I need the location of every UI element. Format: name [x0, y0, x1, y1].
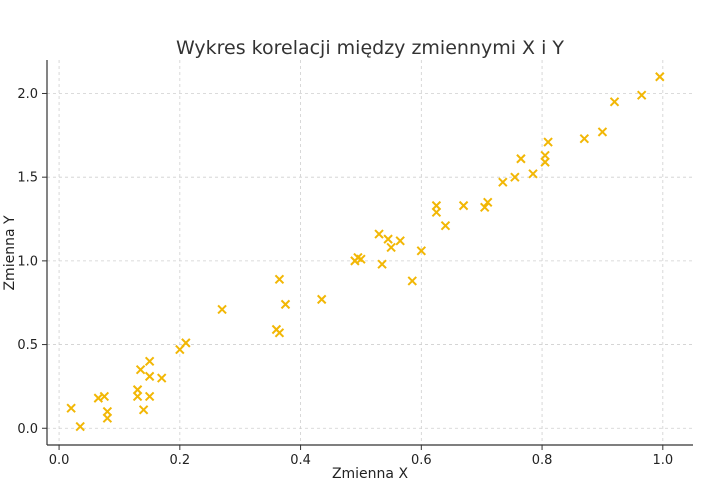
data-point — [377, 259, 387, 269]
y-tick-label: 2.0 — [17, 87, 38, 102]
grid — [47, 60, 693, 445]
chart-title: Wykres korelacji między zmiennymi X i Y — [176, 37, 564, 59]
y-tick-label: 1.5 — [17, 171, 38, 186]
data-point — [157, 373, 167, 383]
data-point — [356, 254, 366, 264]
data-point — [280, 299, 291, 310]
y-tick-label: 0.5 — [17, 338, 38, 353]
y-axis-label: Zmienna Y — [2, 215, 18, 291]
x-axis-label: Zmienna X — [332, 466, 409, 482]
data-point — [498, 177, 508, 187]
data-point — [655, 72, 665, 82]
data-point — [407, 276, 417, 286]
data-point — [274, 274, 285, 284]
data-point — [483, 197, 493, 207]
y-tick-label: 0.0 — [17, 422, 38, 437]
axes — [46, 60, 693, 446]
data-point — [431, 207, 442, 218]
data-point — [138, 405, 149, 415]
x-tick-label: 0.0 — [49, 453, 70, 468]
data-point — [217, 304, 227, 315]
data-point — [458, 200, 469, 211]
x-tick-label: 0.4 — [290, 453, 311, 468]
data-point — [386, 242, 396, 253]
data-point — [383, 234, 393, 244]
data-point — [528, 169, 538, 179]
data-point — [510, 172, 520, 182]
data-point — [597, 127, 608, 137]
data-point — [636, 90, 647, 100]
data-point — [181, 338, 191, 348]
x-tick-label: 0.2 — [169, 453, 190, 468]
data-point — [99, 391, 110, 402]
data-points — [66, 72, 665, 432]
x-tick-label: 0.8 — [532, 453, 553, 468]
data-point — [316, 294, 327, 305]
data-point — [144, 391, 155, 402]
data-point — [102, 413, 113, 423]
y-tick-label: 1.0 — [17, 254, 38, 269]
data-point — [480, 202, 490, 213]
x-tick-label: 0.6 — [411, 453, 432, 468]
data-point — [144, 371, 155, 382]
data-point — [609, 97, 620, 107]
data-point — [132, 391, 143, 402]
data-point — [516, 154, 526, 164]
data-point — [75, 421, 85, 432]
data-point — [395, 236, 405, 246]
data-point — [135, 364, 146, 375]
data-point — [540, 150, 550, 161]
data-point — [66, 403, 76, 413]
data-point — [579, 133, 590, 144]
data-point — [374, 229, 384, 239]
data-point — [440, 221, 451, 231]
data-point — [274, 328, 285, 338]
ticks: 0.0 0.2 0.4 0.6 0.8 1.0 0.0 0.5 1.0 1.5 2.0 — [17, 87, 673, 468]
data-point — [543, 137, 553, 147]
data-point — [416, 246, 427, 256]
x-tick-label: 1.0 — [652, 453, 673, 468]
data-point — [144, 356, 155, 367]
